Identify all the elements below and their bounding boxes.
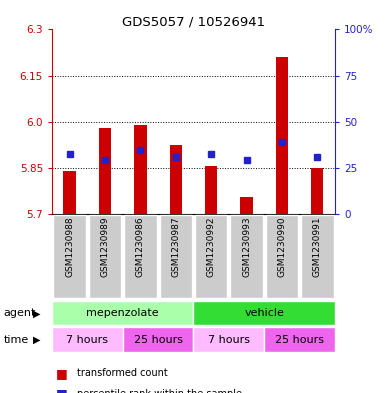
- Title: GDS5057 / 10526941: GDS5057 / 10526941: [122, 15, 265, 28]
- Bar: [205, 167, 218, 214]
- FancyBboxPatch shape: [266, 215, 298, 298]
- Text: 25 hours: 25 hours: [134, 334, 182, 345]
- Text: GSM1230991: GSM1230991: [313, 217, 322, 277]
- FancyBboxPatch shape: [52, 327, 123, 352]
- Text: transformed count: transformed count: [77, 368, 168, 378]
- Text: time: time: [4, 334, 29, 345]
- Text: percentile rank within the sample: percentile rank within the sample: [77, 389, 242, 393]
- Text: GSM1230992: GSM1230992: [207, 217, 216, 277]
- Text: 7 hours: 7 hours: [208, 334, 250, 345]
- FancyBboxPatch shape: [124, 215, 157, 298]
- FancyBboxPatch shape: [193, 301, 335, 325]
- Text: 25 hours: 25 hours: [275, 334, 324, 345]
- Text: agent: agent: [4, 308, 36, 318]
- FancyBboxPatch shape: [195, 215, 228, 298]
- FancyBboxPatch shape: [301, 215, 333, 298]
- FancyBboxPatch shape: [89, 215, 121, 298]
- Bar: [240, 197, 253, 214]
- FancyBboxPatch shape: [159, 215, 192, 298]
- Text: GSM1230993: GSM1230993: [242, 217, 251, 277]
- Bar: [134, 125, 147, 214]
- FancyBboxPatch shape: [230, 215, 263, 298]
- Text: 7 hours: 7 hours: [66, 334, 108, 345]
- FancyBboxPatch shape: [52, 301, 193, 325]
- Bar: [169, 145, 182, 214]
- Text: GSM1230990: GSM1230990: [277, 217, 286, 277]
- Bar: [276, 57, 288, 214]
- Text: ■: ■: [56, 367, 68, 380]
- Text: GSM1230988: GSM1230988: [65, 217, 74, 277]
- Text: ▶: ▶: [33, 308, 40, 318]
- Text: GSM1230986: GSM1230986: [136, 217, 145, 277]
- Bar: [311, 168, 323, 214]
- Bar: [99, 128, 111, 214]
- Text: GSM1230987: GSM1230987: [171, 217, 180, 277]
- FancyBboxPatch shape: [123, 327, 193, 352]
- Text: GSM1230989: GSM1230989: [100, 217, 110, 277]
- FancyBboxPatch shape: [264, 327, 335, 352]
- FancyBboxPatch shape: [54, 215, 86, 298]
- FancyBboxPatch shape: [193, 327, 264, 352]
- Bar: [64, 171, 76, 214]
- Text: ■: ■: [56, 387, 68, 393]
- Text: ▶: ▶: [33, 334, 40, 345]
- Text: mepenzolate: mepenzolate: [86, 308, 159, 318]
- Text: vehicle: vehicle: [244, 308, 284, 318]
